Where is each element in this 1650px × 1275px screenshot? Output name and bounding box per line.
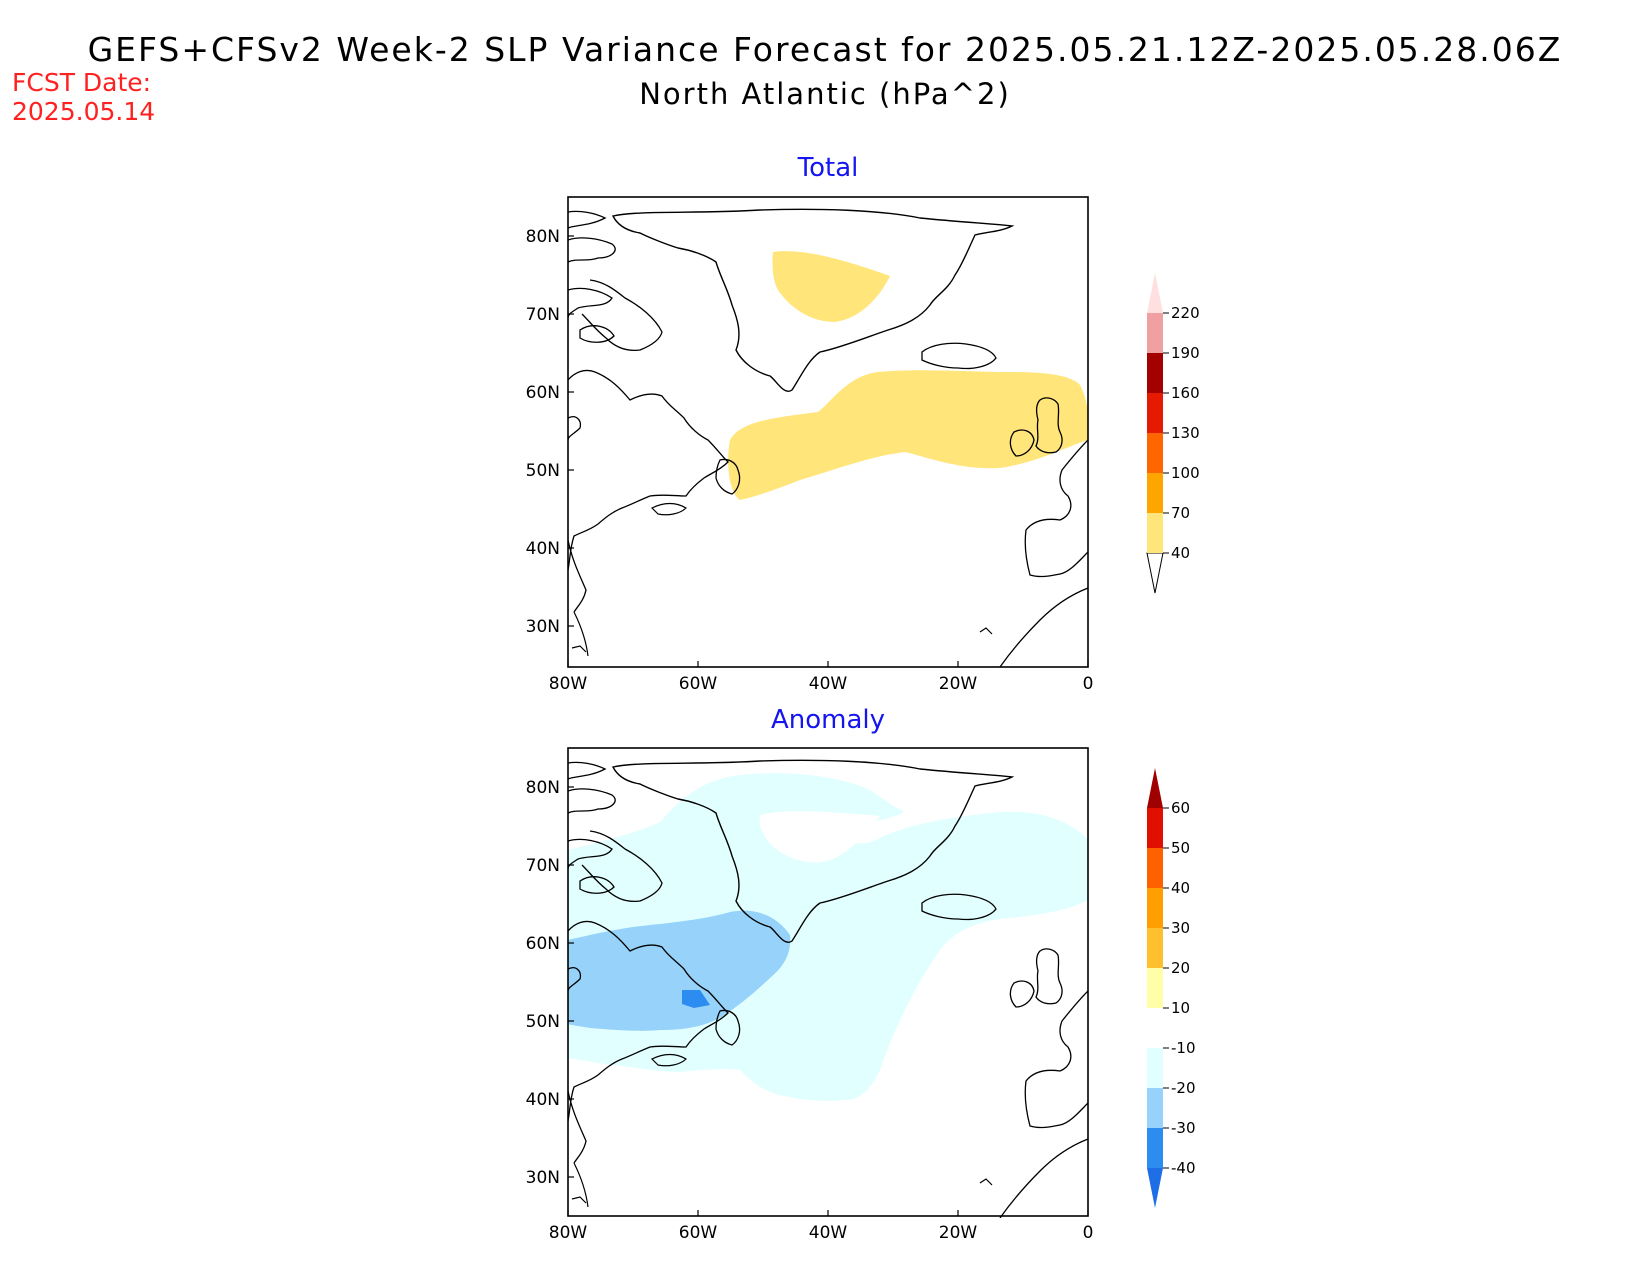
panel-title-total: Total (797, 153, 859, 183)
lon-label: 80W (549, 1223, 588, 1243)
total-shade-atlantic-40-70 (728, 370, 1088, 500)
total-colorbar-segment (1147, 513, 1163, 553)
anomaly-colorbar-label: 50 (1171, 839, 1190, 857)
anomaly-colorbar-low-triangle (1147, 1168, 1163, 1208)
anomaly-colorbar-label: 30 (1171, 919, 1190, 937)
anomaly-colorbar-segment (1147, 1088, 1163, 1128)
lat-label: 40N (526, 1090, 560, 1110)
anomaly-colorbar-segment (1147, 888, 1163, 928)
forecast-date-label: FCST Date: (12, 68, 152, 97)
lat-label: 30N (526, 617, 560, 637)
lon-label: 0 (1083, 1223, 1094, 1243)
total-colorbar-segment (1147, 353, 1163, 393)
lon-label: 80W (549, 674, 588, 694)
anomaly-colorbar-label: -20 (1171, 1079, 1196, 1097)
total-colorbar-segment (1147, 313, 1163, 353)
anomaly-colorbar-segment (1147, 1008, 1163, 1048)
total-shade-greenland-40-70 (772, 251, 890, 322)
anomaly-colorbar-segment (1147, 968, 1163, 1008)
lat-label: 30N (526, 1168, 560, 1188)
total-colorbar-segment (1147, 473, 1163, 513)
anomaly-colorbar-label: 40 (1171, 879, 1190, 897)
lon-label: 20W (939, 1223, 978, 1243)
lat-label: 40N (526, 539, 560, 559)
lon-label: 40W (809, 1223, 848, 1243)
anomaly-colorbar-segment (1147, 848, 1163, 888)
lon-label: 40W (809, 674, 848, 694)
figure-title: GEFS+CFSv2 Week-2 SLP Variance Forecast … (87, 30, 1563, 69)
anomaly-colorbar-label: -30 (1171, 1119, 1196, 1137)
anomaly-map-panel (567, 747, 1089, 1218)
anomaly-colorbar-label: 60 (1171, 799, 1190, 817)
anomaly-colorbar-high-triangle (1147, 768, 1163, 808)
total-colorbar-label: 220 (1171, 304, 1200, 322)
anomaly-colorbar-segment (1147, 1128, 1163, 1168)
anomaly-colorbar-segment (1147, 1048, 1163, 1088)
total-colorbar-label: 100 (1171, 464, 1200, 482)
anomaly-colorbar-label: 10 (1171, 999, 1190, 1017)
total-colorbar-label: 40 (1171, 544, 1190, 562)
anomaly-colorbar-segment (1147, 928, 1163, 968)
anomaly-colorbar-segment (1147, 808, 1163, 848)
lat-label: 80N (526, 778, 560, 798)
total-colorbar-label: 130 (1171, 424, 1200, 442)
forecast-date-value: 2025.05.14 (12, 97, 156, 126)
panel-title-anomaly: Anomaly (770, 705, 886, 735)
total-colorbar-high-triangle (1147, 273, 1163, 313)
total-colorbar-low-triangle (1146, 552, 1164, 594)
total-colorbar-label: 190 (1171, 344, 1200, 362)
lat-label: 70N (526, 305, 560, 325)
lat-label: 80N (526, 227, 560, 247)
total-colorbar-label: 70 (1171, 504, 1190, 522)
anomaly-colorbar-label: -40 (1171, 1159, 1196, 1177)
total-colorbar-label: 160 (1171, 384, 1200, 402)
lat-label: 70N (526, 856, 560, 876)
lon-label: 20W (939, 674, 978, 694)
anomaly-shade-neg20-neg30 (568, 910, 791, 1031)
lon-label: 60W (679, 1223, 718, 1243)
total-map-panel (567, 196, 1089, 668)
anomaly-shade-blank-greenland (759, 811, 880, 863)
anomaly-shading (568, 773, 1088, 1101)
anomaly-shade-neg30-neg40 (682, 990, 710, 1008)
lon-label: 60W (679, 674, 718, 694)
anomaly-colorbar-label: -10 (1171, 1039, 1196, 1057)
lat-label: 50N (526, 461, 560, 481)
lon-label: 0 (1083, 674, 1094, 694)
total-shading (728, 251, 1088, 500)
anomaly-colorbar-label: 20 (1171, 959, 1190, 977)
figure-subtitle: North Atlantic (hPa^2) (639, 77, 1011, 111)
lat-label: 50N (526, 1012, 560, 1032)
total-colorbar-segment (1147, 393, 1163, 433)
total-colorbar-segment (1147, 433, 1163, 473)
lat-label: 60N (526, 934, 560, 954)
lat-label: 60N (526, 383, 560, 403)
